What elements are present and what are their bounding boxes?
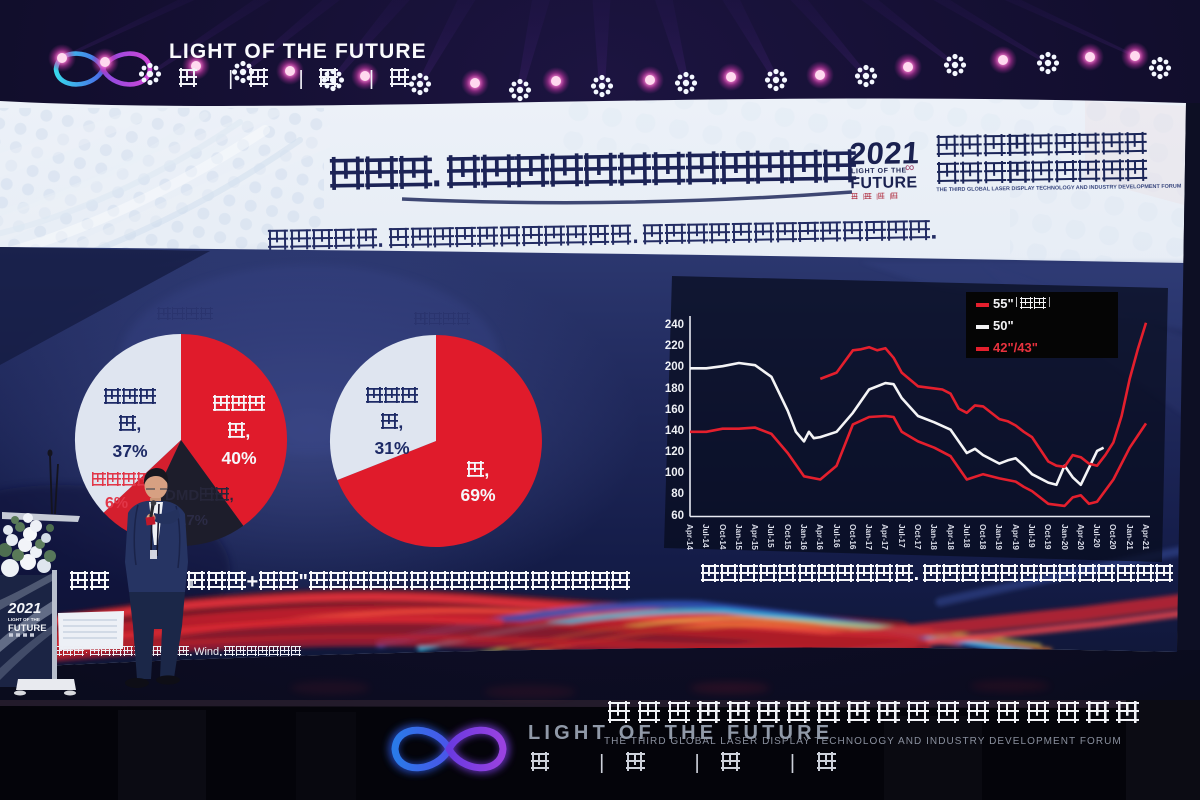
svg-text:FUTURE: FUTURE: [8, 623, 47, 634]
svg-text:2021: 2021: [7, 600, 41, 617]
svg-text:LIGHT OF THE: LIGHT OF THE: [8, 617, 40, 622]
